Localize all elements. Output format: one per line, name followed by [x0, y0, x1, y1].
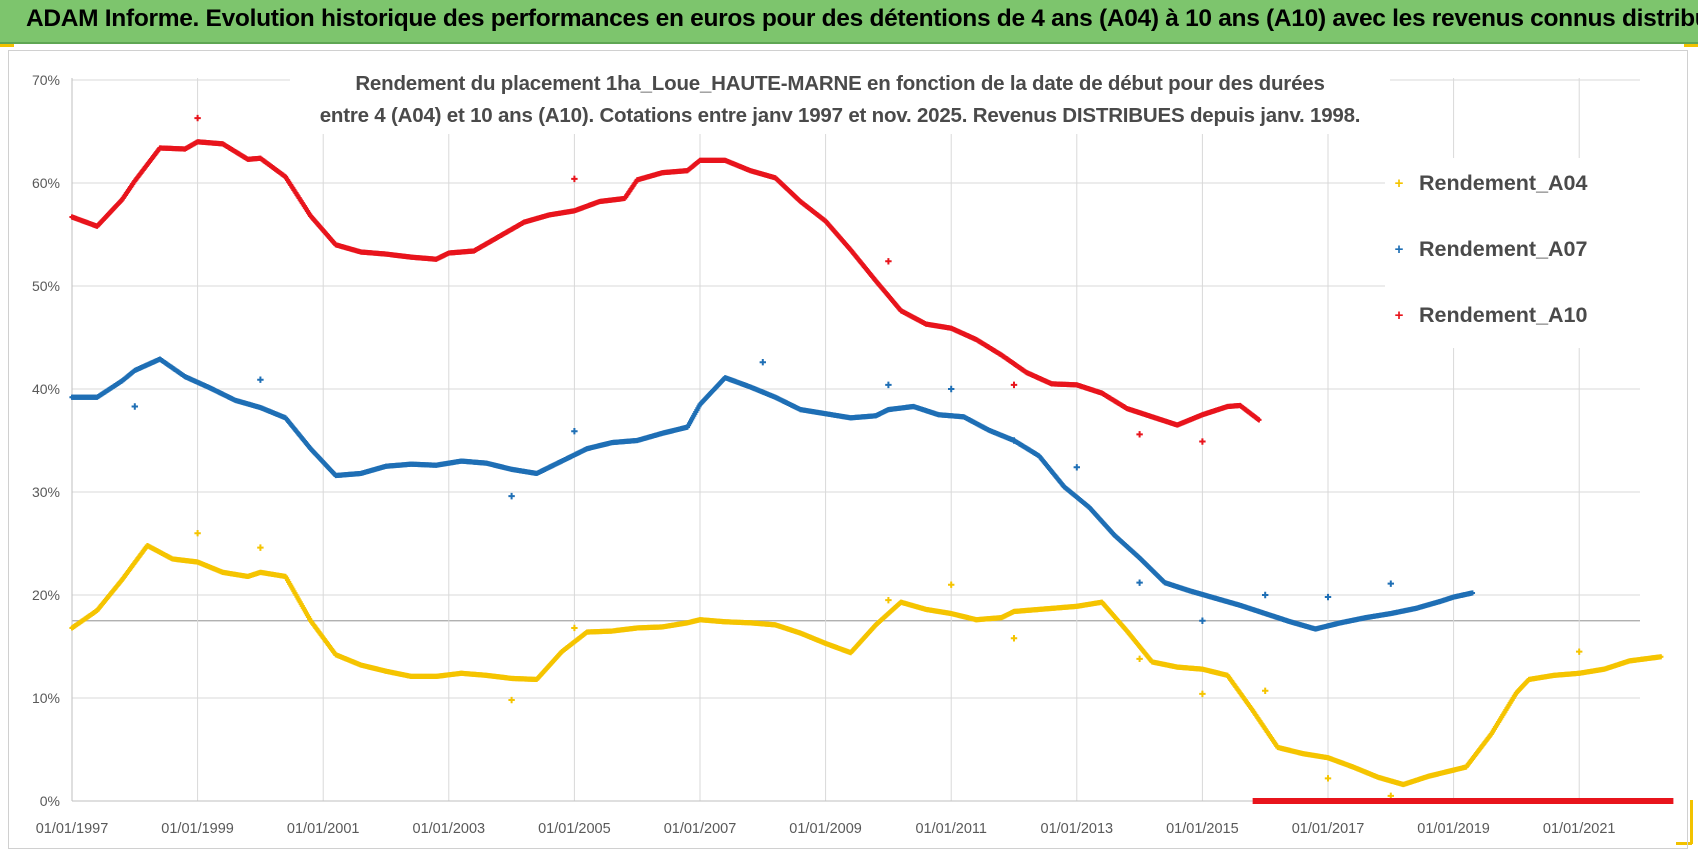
outlier-point: [1010, 635, 1018, 642]
y-tick-label: 50%: [32, 278, 60, 294]
legend-item-a10: + Rendement_A10: [1385, 300, 1588, 330]
y-tick-label: 20%: [32, 587, 60, 603]
legend-label-a10: Rendement_A10: [1419, 302, 1588, 327]
outlier-point: [1136, 579, 1143, 586]
outlier-point: [571, 624, 578, 632]
outlier-point: [1576, 648, 1583, 655]
x-tick-label: 01/01/2021: [1543, 821, 1616, 837]
x-tick-label: 01/01/2015: [1166, 821, 1239, 837]
outlier-point: [508, 696, 515, 704]
legend-marker-a10: +: [1394, 306, 1404, 324]
series-Rendement_A04: [69, 530, 1664, 800]
legend-marker-a04: +: [1394, 174, 1404, 192]
outlier-point: [885, 381, 892, 389]
outlier-point: [194, 530, 201, 537]
x-tick-label: 01/01/2009: [789, 821, 862, 837]
corner-marker-bottom-right: [1690, 800, 1693, 844]
chart-title-line-2: entre 4 (A04) et 10 ans (A10). Cotations…: [319, 104, 1361, 127]
outlier-point: [571, 428, 578, 435]
chart-legend: + Rendement_A04 + Rendement_A07 + Rendem…: [1385, 158, 1675, 348]
outlier-point: [1324, 775, 1332, 782]
outlier-point: [885, 596, 892, 604]
legend-label-a07: Rendement_A07: [1419, 236, 1588, 261]
x-tick-label: 01/01/2011: [915, 821, 987, 837]
legend-marker-a07: +: [1394, 240, 1404, 258]
x-tick-label: 01/01/2019: [1417, 821, 1490, 837]
outlier-point: [759, 359, 766, 366]
x-tick-label: 01/01/1999: [161, 821, 234, 837]
y-tick-label: 10%: [32, 690, 60, 706]
x-tick-label: 01/01/2017: [1292, 821, 1365, 837]
outlier-point: [1010, 381, 1018, 389]
outlier-point: [948, 581, 955, 588]
outlier-point: [1199, 690, 1206, 698]
outlier-point: [1199, 438, 1206, 445]
outlier-point: [508, 492, 515, 500]
outlier-point: [257, 376, 264, 383]
outlier-point: [1262, 591, 1269, 599]
data-point: [1658, 654, 1664, 660]
series-layer: [69, 114, 1674, 804]
legend-item-a07: + Rendement_A07: [1385, 234, 1588, 264]
legend-item-a04: + Rendement_A04: [1385, 168, 1588, 198]
header-banner: ADAM Informe. Evolution historique des p…: [0, 0, 1698, 44]
outlier-point: [1387, 792, 1394, 800]
outlier-point: [194, 114, 201, 122]
chart-area-border: [8, 50, 1688, 849]
axis-layer: 0% 10% 20% 30% 40% 50% 60% 70% 01/01/1997 01/01/1…: [32, 72, 1642, 837]
y-tick-label: 30%: [32, 484, 60, 500]
y-tick-label: 40%: [32, 381, 60, 397]
legend-label-a04: Rendement_A04: [1419, 170, 1588, 195]
y-tick-label: 70%: [32, 72, 60, 88]
outlier-point: [1073, 464, 1080, 471]
outlier-point: [1136, 655, 1143, 663]
x-tick-label: 01/01/2005: [538, 821, 611, 837]
outlier-point: [1199, 617, 1206, 624]
series-Rendement_A07: [69, 356, 1476, 632]
outlier-point: [948, 385, 955, 393]
x-tick-label: 01/01/2003: [413, 821, 486, 837]
outlier-point: [571, 175, 578, 183]
outlier-point: [1136, 431, 1143, 438]
outlier-point: [1262, 687, 1269, 694]
corner-marker-top-left: [0, 44, 14, 47]
x-tick-label: 01/01/2007: [664, 821, 737, 837]
grid-layer: [71, 78, 1640, 802]
x-tick-label: 01/01/2001: [287, 821, 360, 837]
x-tick-label: 01/01/2013: [1041, 821, 1114, 837]
chart-title-line-1: Rendement du placement 1ha_Loue_HAUTE-MA…: [355, 72, 1325, 95]
y-tick-label: 0%: [40, 793, 60, 809]
outlier-point: [257, 544, 264, 551]
corner-marker-top-right: [1684, 44, 1698, 47]
outlier-point: [885, 258, 892, 265]
chart-title: Rendement du placement 1ha_Loue_HAUTE-MA…: [290, 66, 1390, 134]
banner-title: ADAM Informe. Evolution historique des p…: [26, 5, 1698, 32]
outlier-point: [1387, 580, 1394, 587]
outlier-point: [131, 403, 138, 410]
x-tick-label: 01/01/1997: [36, 821, 109, 837]
corner-marker-bottom-right-h: [1676, 842, 1692, 845]
y-tick-label: 60%: [32, 175, 60, 191]
